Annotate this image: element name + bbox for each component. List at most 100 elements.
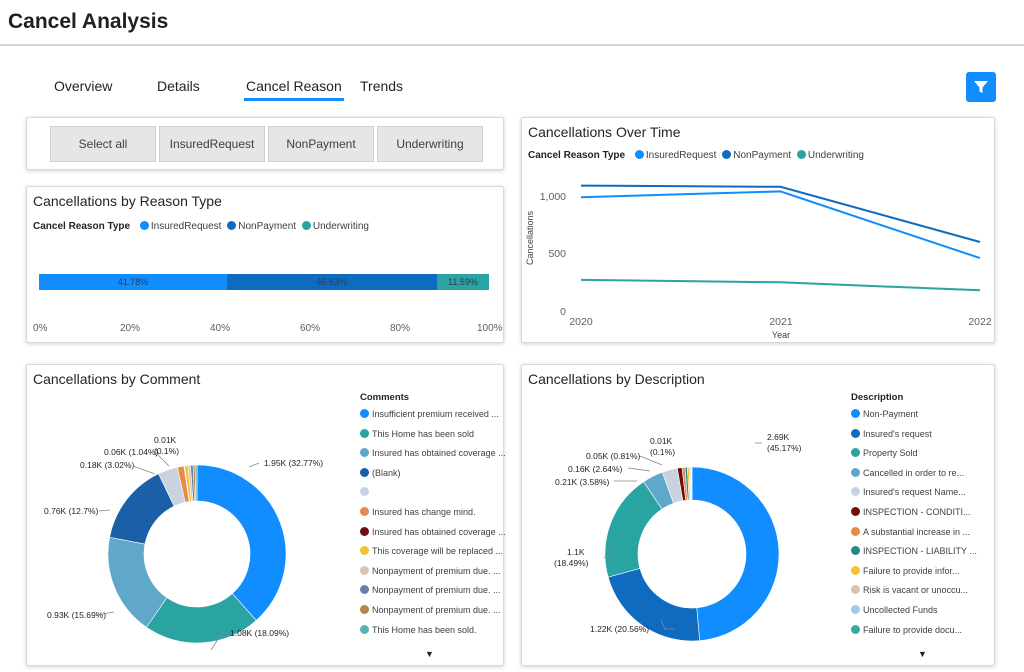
legend-item[interactable]: INSPECTION - CONDITI...: [851, 507, 971, 517]
legend-item[interactable]: INSPECTION - LIABILITY ...: [851, 546, 977, 556]
series-line-insured[interactable]: [580, 190, 981, 260]
legend-item-label: This Home has been sold: [372, 428, 475, 439]
tab-cancel-reason[interactable]: Cancel Reason: [244, 78, 344, 101]
description-slice[interactable]: [691, 466, 693, 501]
legend-item[interactable]: Uncollected Funds: [851, 605, 938, 615]
line-chart[interactable]: Cancellations 1,000 500 0 2020 2021 2022…: [522, 118, 996, 344]
scroll-down-icon[interactable]: ▼: [918, 649, 927, 659]
leader-line: [660, 619, 675, 630]
over-time-legend: Cancel Reason Type InsuredRequest NonPay…: [528, 150, 864, 161]
legend-item[interactable]: This Home has been sold.: [360, 624, 477, 635]
legend-item-label: Cancelled in order to re...: [863, 467, 965, 478]
legend-item[interactable]: Insured's request: [851, 428, 932, 439]
y-tick-label: 0: [560, 306, 566, 318]
x-tick-label: 100%: [477, 323, 503, 334]
comment-slice[interactable]: [194, 464, 198, 502]
legend-dot-icon: [851, 448, 860, 458]
legend-item[interactable]: Failure to provide docu...: [851, 624, 963, 635]
legend-item-label: A substantial increase in ...: [863, 526, 971, 537]
x-tick-label: 80%: [390, 323, 411, 334]
scroll-down-icon[interactable]: ▼: [425, 649, 434, 659]
over-time-chart-title: Cancellations Over Time: [528, 124, 681, 140]
slicer-nonpayment-button[interactable]: NonPayment: [268, 126, 374, 162]
data-label: 1.95K (32.77%): [264, 458, 323, 468]
legend-dot-icon: [360, 487, 369, 497]
legend-item[interactable]: [360, 487, 372, 497]
legend-title: Cancel Reason Type: [33, 221, 131, 232]
x-tick-label: 2022: [968, 316, 992, 328]
description-slice[interactable]: [691, 466, 780, 641]
legend-item-insured[interactable]: InsuredRequest: [645, 150, 717, 161]
legend-dot-icon: [360, 585, 369, 595]
over-time-chart-card: Cancellations Over Time Cancel Reason Ty…: [521, 117, 995, 343]
legend-item[interactable]: Insured's request Name...: [851, 487, 966, 497]
tab-details[interactable]: Details: [157, 78, 200, 94]
slicer-underwriting-button[interactable]: Underwriting: [377, 126, 483, 162]
stacked-bar[interactable]: 41.78% 46.63% 11.59%: [39, 274, 489, 290]
bar-segment-nonpayment[interactable]: 46.63%: [227, 274, 437, 290]
reason-type-chart-card: Cancellations by Reason Type Cancel Reas…: [26, 186, 504, 343]
x-tick-label: 20%: [120, 323, 141, 334]
legend-dot-icon: [851, 624, 860, 634]
comment-chart-title: Cancellations by Comment: [33, 371, 201, 387]
legend-item-label: Insured has change mind.: [372, 507, 476, 517]
legend-item[interactable]: Insured has change mind.: [360, 507, 476, 517]
legend-dot-icon: [851, 487, 860, 497]
slicer-select-all-button[interactable]: Select all: [50, 126, 156, 162]
tab-trends[interactable]: Trends: [360, 78, 404, 94]
title-bar: Cancel Analysis: [0, 0, 1024, 46]
legend-dot-icon: [360, 409, 369, 418]
slicer-insured-request-button[interactable]: InsuredRequest: [159, 126, 265, 162]
legend-item-label: Failure to provide docu...: [863, 624, 963, 635]
filter-button[interactable]: [966, 72, 996, 102]
data-label: (0.1%): [154, 446, 179, 456]
legend-dot-icon: [360, 526, 369, 536]
legend-item[interactable]: Failure to provide infor...: [851, 565, 960, 576]
data-label: 1.1K: [567, 547, 585, 557]
legend-item[interactable]: Nonpayment of premium due. ...: [360, 565, 501, 576]
legend-item[interactable]: A substantial increase in ...: [851, 526, 971, 537]
legend-item-nonpayment[interactable]: NonPayment: [733, 150, 792, 161]
legend-item-nonpayment[interactable]: NonPayment: [238, 221, 297, 232]
legend-item[interactable]: This Home has been sold: [360, 428, 475, 439]
legend-item-underwriting[interactable]: Underwriting: [807, 150, 864, 161]
bar-segment-underwriting[interactable]: 11.59%: [436, 274, 489, 290]
description-chart-title: Cancellations by Description: [528, 371, 705, 387]
legend-item[interactable]: Risk is vacant or unoccu...: [851, 585, 968, 595]
legend-dot-icon: [851, 467, 860, 477]
bar-segment-insured[interactable]: 41.78%: [39, 274, 227, 290]
series-line-nonpayment[interactable]: [580, 184, 981, 243]
legend-item[interactable]: Cancelled in order to re...: [851, 467, 965, 478]
legend-item[interactable]: Insured has obtained coverage ...: [360, 448, 506, 458]
legend-item[interactable]: This coverage will be replaced ...: [360, 546, 503, 556]
legend-item[interactable]: Nonpayment of premium due. ...: [360, 605, 501, 615]
data-label: 0.01K: [650, 436, 673, 446]
legend-item-insured[interactable]: InsuredRequest: [150, 221, 222, 232]
description-donut-chart[interactable]: 2.69K (45.17%) 1.22K (20.56%) 1.1K (18.4…: [522, 395, 852, 665]
comment-donut-chart[interactable]: 1.95K (32.77%) 1.08K (18.09%) 0.93K (15.…: [27, 395, 357, 665]
data-label: (0.1%): [650, 447, 675, 457]
legend-item[interactable]: Non-Payment: [851, 409, 918, 419]
data-label: 0.21K (3.58%): [555, 477, 610, 487]
y-tick-label: 500: [548, 248, 566, 260]
legend-item[interactable]: Insured has obtained coverage ...: [360, 526, 506, 537]
legend-item[interactable]: Property Sold: [851, 448, 918, 458]
data-label: 1.22K (20.56%): [590, 624, 649, 634]
legend-item[interactable]: (Blank): [360, 467, 401, 478]
x-tick-label: 2021: [769, 316, 793, 328]
legend-dot-icon: [139, 221, 149, 230]
legend-item-label: Property Sold: [863, 448, 918, 459]
series-line-underwriting[interactable]: [580, 278, 981, 292]
legend-item-underwriting[interactable]: Underwriting: [312, 221, 369, 232]
legend-dot-icon: [360, 565, 369, 575]
legend-dot-icon: [851, 605, 860, 614]
comment-slice[interactable]: [196, 464, 287, 621]
data-label: (18.49%): [554, 558, 589, 568]
legend-dot-icon: [360, 428, 369, 438]
legend-item[interactable]: Nonpayment of premium due. ...: [360, 585, 501, 595]
legend-title: Cancel Reason Type: [528, 150, 626, 161]
legend-dot-icon: [722, 150, 732, 159]
tab-overview[interactable]: Overview: [54, 78, 113, 94]
legend-item[interactable]: Insufficient premium received ...: [360, 409, 499, 419]
data-label: (45.17%): [767, 443, 802, 453]
